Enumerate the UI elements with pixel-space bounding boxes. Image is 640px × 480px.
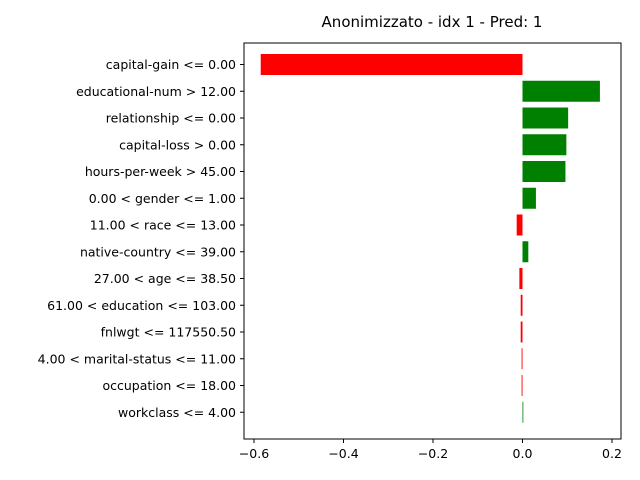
bar-7 — [522, 241, 529, 263]
bars-group — [260, 54, 600, 423]
y-tick-label: educational-num > 12.00 — [76, 84, 236, 99]
x-tick-label: −0.6 — [239, 446, 269, 461]
bar-11 — [521, 348, 523, 370]
bar-9 — [520, 294, 523, 316]
y-tick-label: relationship <= 0.00 — [106, 111, 236, 126]
bar-13 — [522, 401, 524, 423]
y-tick-label: 11.00 < race <= 13.00 — [90, 218, 236, 233]
y-tick-label: native-country <= 39.00 — [80, 244, 236, 259]
x-tick-label: −0.4 — [328, 446, 358, 461]
bar-1 — [522, 80, 600, 102]
x-tick-label: 0.0 — [513, 446, 533, 461]
chart-title: Anonimizzato - idx 1 - Pred: 1 — [322, 13, 543, 31]
y-tick-label: capital-gain <= 0.00 — [106, 57, 236, 72]
bar-8 — [519, 268, 523, 289]
y-tick-label: workclass <= 4.00 — [118, 405, 236, 420]
bar-4 — [522, 161, 566, 182]
y-tick-labels: capital-gain <= 0.00 educational-num > 12… — [38, 57, 244, 420]
y-tick-label: hours-per-week > 45.00 — [85, 164, 236, 179]
plot-frame — [243, 42, 622, 440]
x-tick-label: 0.2 — [602, 446, 622, 461]
y-tick-label: capital-loss > 0.00 — [119, 137, 236, 152]
bar-10 — [520, 321, 523, 343]
bar-6 — [516, 214, 523, 236]
y-tick-label: fnlwgt <= 117550.50 — [101, 325, 236, 340]
y-tick-label: 27.00 < age <= 38.50 — [94, 271, 236, 286]
bar-3 — [522, 134, 567, 156]
y-tick-label: occupation <= 18.00 — [102, 378, 236, 393]
y-tick-label: 0.00 < gender <= 1.00 — [89, 191, 236, 206]
x-tick-label: −0.2 — [418, 446, 448, 461]
bar-5 — [522, 187, 536, 209]
bar-0 — [260, 54, 523, 75]
bar-12 — [521, 375, 523, 396]
x-axis: −0.6 −0.4 −0.2 0.0 0.2 — [239, 439, 622, 461]
y-tick-label: 4.00 < marital-status <= 11.00 — [38, 351, 236, 366]
y-tick-label: 61.00 < education <= 103.00 — [47, 298, 236, 313]
bar-2 — [522, 107, 569, 129]
